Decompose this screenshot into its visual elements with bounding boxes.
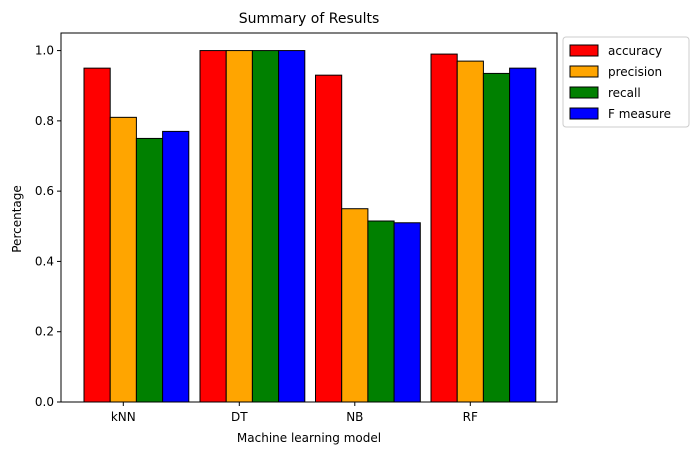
bar-nb-accuracy: [315, 74, 343, 403]
legend-label-recall: recall: [608, 86, 641, 100]
bar-rf-precision: [456, 60, 484, 403]
legend-swatch-f-measure: [569, 107, 599, 120]
plot-area: 0.0 0.2 0.4 0.6 0.8 1.0 kNN DT NB RF: [35, 32, 558, 424]
bar-dt-f-measure: [278, 50, 306, 403]
x-tick-label-nb: NB: [346, 410, 363, 424]
legend-label-f-measure: F measure: [608, 107, 671, 121]
bar-nb-recall: [367, 220, 395, 403]
y-tick-label: 0.2: [35, 325, 54, 339]
x-tick-label-dt: DT: [231, 410, 248, 424]
legend: accuracy precision recall F measure: [562, 36, 690, 128]
y-tick-label: 0.6: [35, 184, 54, 198]
y-tick-label: 0.8: [35, 114, 54, 128]
bar-knn-accuracy: [83, 67, 111, 403]
bar-dt-precision: [225, 50, 253, 403]
legend-box: [562, 36, 690, 128]
bar-knn-precision: [109, 116, 137, 403]
bar-dt-accuracy: [199, 50, 227, 403]
bar-knn-recall: [135, 137, 164, 403]
bar-nb-f-measure: [393, 222, 421, 403]
legend-label-accuracy: accuracy: [608, 44, 662, 58]
y-tick-label: 0.4: [35, 254, 54, 268]
x-tick-label-rf: RF: [463, 410, 478, 424]
x-tick-label-knn: kNN: [111, 410, 136, 424]
bar-rf-recall: [482, 72, 511, 403]
chart-title: Summary of Results: [239, 11, 380, 27]
legend-label-precision: precision: [608, 65, 662, 79]
x-axis-label: Machine learning model: [237, 431, 381, 445]
bar-rf-f-measure: [509, 67, 537, 403]
bar-rf-accuracy: [430, 53, 458, 403]
bar-dt-recall: [251, 50, 280, 403]
legend-swatch-accuracy: [569, 44, 599, 57]
y-tick-label: 1.0: [35, 44, 54, 58]
bar-knn-f-measure: [162, 130, 190, 403]
y-axis-label: Percentage: [10, 185, 24, 253]
legend-swatch-recall: [569, 86, 599, 99]
legend-swatch-precision: [569, 65, 599, 78]
bar-nb-precision: [341, 208, 369, 403]
y-tick-label: 0.0: [35, 395, 54, 409]
plot-frame: [60, 32, 558, 403]
